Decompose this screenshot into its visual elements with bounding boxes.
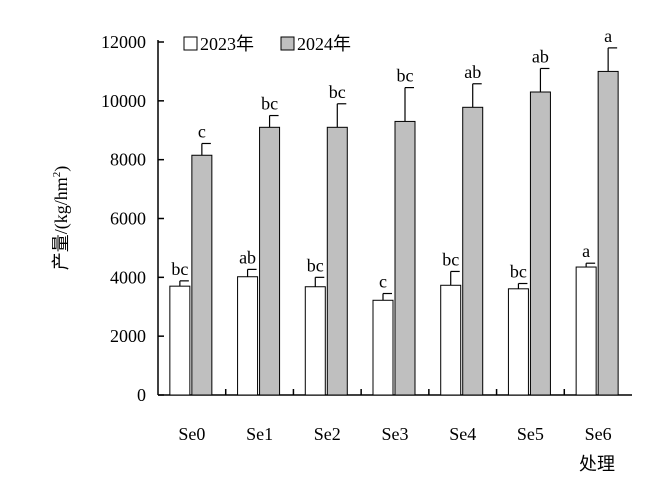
legend-swatch-2024 [280,36,295,51]
bar-2024-Se0 [191,154,213,396]
y-tick-label: 10000 [101,91,146,111]
y-tick-label: 2000 [110,326,146,346]
bar-2023-Se5 [507,288,529,396]
bar-2023-Se3 [372,299,394,396]
y-axis-title: 产量/(kg/hm2) [51,166,72,271]
significance-letter: ab [239,247,256,267]
y-tick-label: 8000 [110,150,146,170]
legend: 2023年 2024年 [183,34,351,54]
y-tick-label: 6000 [110,209,146,229]
x-axis-title: 处理 [579,454,615,474]
x-tick-label: Se1 [246,424,273,444]
significance-letter: bc [397,66,414,86]
significance-letter: bc [171,259,188,279]
bar-2023-Se2 [304,286,326,396]
bar-2023-Se1 [237,276,259,396]
significance-letter: a [582,241,590,261]
significance-letter: bc [329,82,346,102]
significance-letter: c [379,272,387,292]
bar-2024-Se6 [597,70,619,396]
significance-letter: bc [510,262,527,282]
x-tick-label: Se0 [178,424,205,444]
bars [169,47,619,396]
x-axis: Se0 Se1 Se2 Se3 Se4 Se5 Se6 [158,389,632,444]
bar-2023-Se4 [440,284,462,396]
bar-2024-Se1 [259,126,281,396]
bar-2024-Se5 [529,91,551,396]
x-tick-label: Se2 [314,424,341,444]
bar-2023-Se0 [169,285,191,396]
x-tick-label: Se6 [585,424,612,444]
significance-letter: ab [532,46,549,66]
significance-letter: c [198,121,206,141]
significance-letter: bc [307,255,324,275]
bar-2024-Se3 [394,120,416,396]
bar-2024-Se4 [462,106,484,396]
legend-swatch-2023 [183,36,198,51]
significance-letter: ab [464,62,481,82]
legend-label-2024: 2024年 [297,34,351,54]
y-tick-label: 4000 [110,267,146,287]
y-tick-label: 0 [137,385,146,405]
x-tick-label: Se3 [382,424,409,444]
significance-letter: bc [261,94,278,114]
x-tick-label: Se4 [449,424,476,444]
x-tick-label: Se5 [517,424,544,444]
significance-letter: bc [442,249,459,269]
y-axis: 0 2000 4000 6000 8000 10000 12000 [101,32,164,405]
legend-label-2023: 2023年 [200,34,254,54]
bar-2023-Se6 [575,266,597,396]
bar-2024-Se2 [326,126,348,396]
y-tick-label: 12000 [101,32,146,52]
significance-letters: bc ab bc c bc bc a c bc bc bc ab ab a [171,26,612,292]
significance-letter: a [604,26,612,46]
